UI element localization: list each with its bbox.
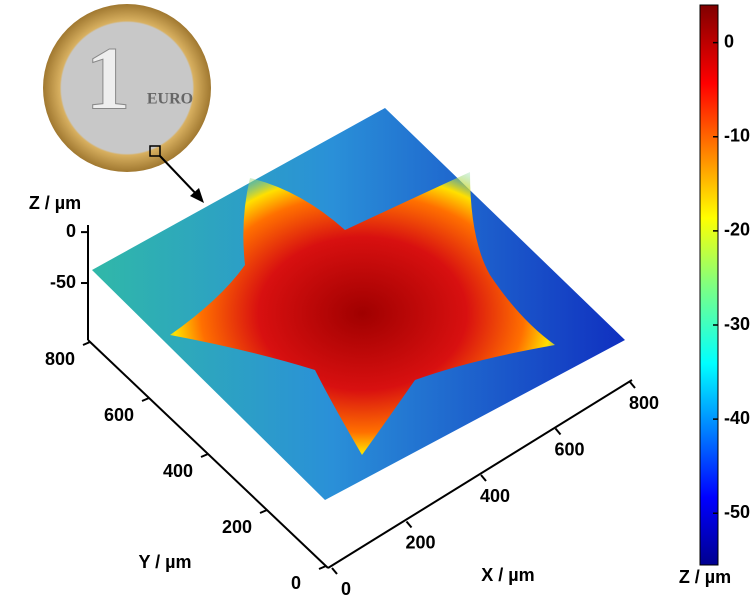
x-tick-label: 400 — [480, 486, 510, 506]
x-tick — [405, 520, 413, 529]
y-tick — [200, 453, 209, 458]
x-tick-label: 600 — [554, 439, 584, 459]
y-tick — [141, 397, 150, 402]
y-tick-label: 200 — [222, 517, 252, 537]
x-axis — [327, 379, 633, 569]
arrow — [159, 155, 201, 199]
coin-body — [43, 4, 211, 172]
colorbar-tick-label: -40 — [724, 408, 750, 428]
y-tick-label: 800 — [45, 349, 75, 369]
coin-marker — [149, 145, 161, 157]
colorbar-label: Z / µm — [679, 567, 731, 587]
colorbar-tick-label: -50 — [724, 502, 750, 522]
colorbar-tick-label: 0 — [724, 31, 734, 51]
colorbar-tick-label: -20 — [724, 220, 750, 240]
coin: 1 EURO — [43, 4, 211, 203]
axes: Z / µm Y / µm X / µm — [29, 193, 633, 585]
surface — [92, 108, 625, 500]
y-axis-label: Y / µm — [138, 552, 191, 572]
x-tick-label: 0 — [341, 579, 351, 599]
colorbar-tick-label: -10 — [724, 126, 750, 146]
x-tick — [554, 427, 562, 436]
x-tick-label: 200 — [405, 532, 435, 552]
y-tick — [318, 565, 327, 570]
y-tick — [259, 509, 268, 514]
coin-text: EURO — [147, 91, 193, 108]
x-tick — [331, 567, 338, 575]
x-tick — [629, 381, 636, 389]
z-tick-label: -50 — [50, 272, 76, 292]
x-axis-label: X / µm — [481, 565, 534, 585]
y-tick-label: 0 — [291, 573, 301, 593]
colorbar — [699, 4, 719, 566]
colorbar-tick-label: -30 — [724, 314, 750, 334]
x-tick — [480, 474, 487, 482]
star-relief — [170, 172, 555, 455]
z-tick-label: 0 — [66, 221, 76, 241]
x-tick-label: 800 — [629, 393, 659, 413]
y-tick — [82, 341, 91, 346]
y-tick-label: 600 — [104, 405, 134, 425]
z-axis-label: Z / µm — [29, 193, 81, 213]
coin-denomination: 1 — [86, 30, 131, 129]
arrow-head — [190, 188, 204, 203]
y-tick-label: 400 — [163, 461, 193, 481]
